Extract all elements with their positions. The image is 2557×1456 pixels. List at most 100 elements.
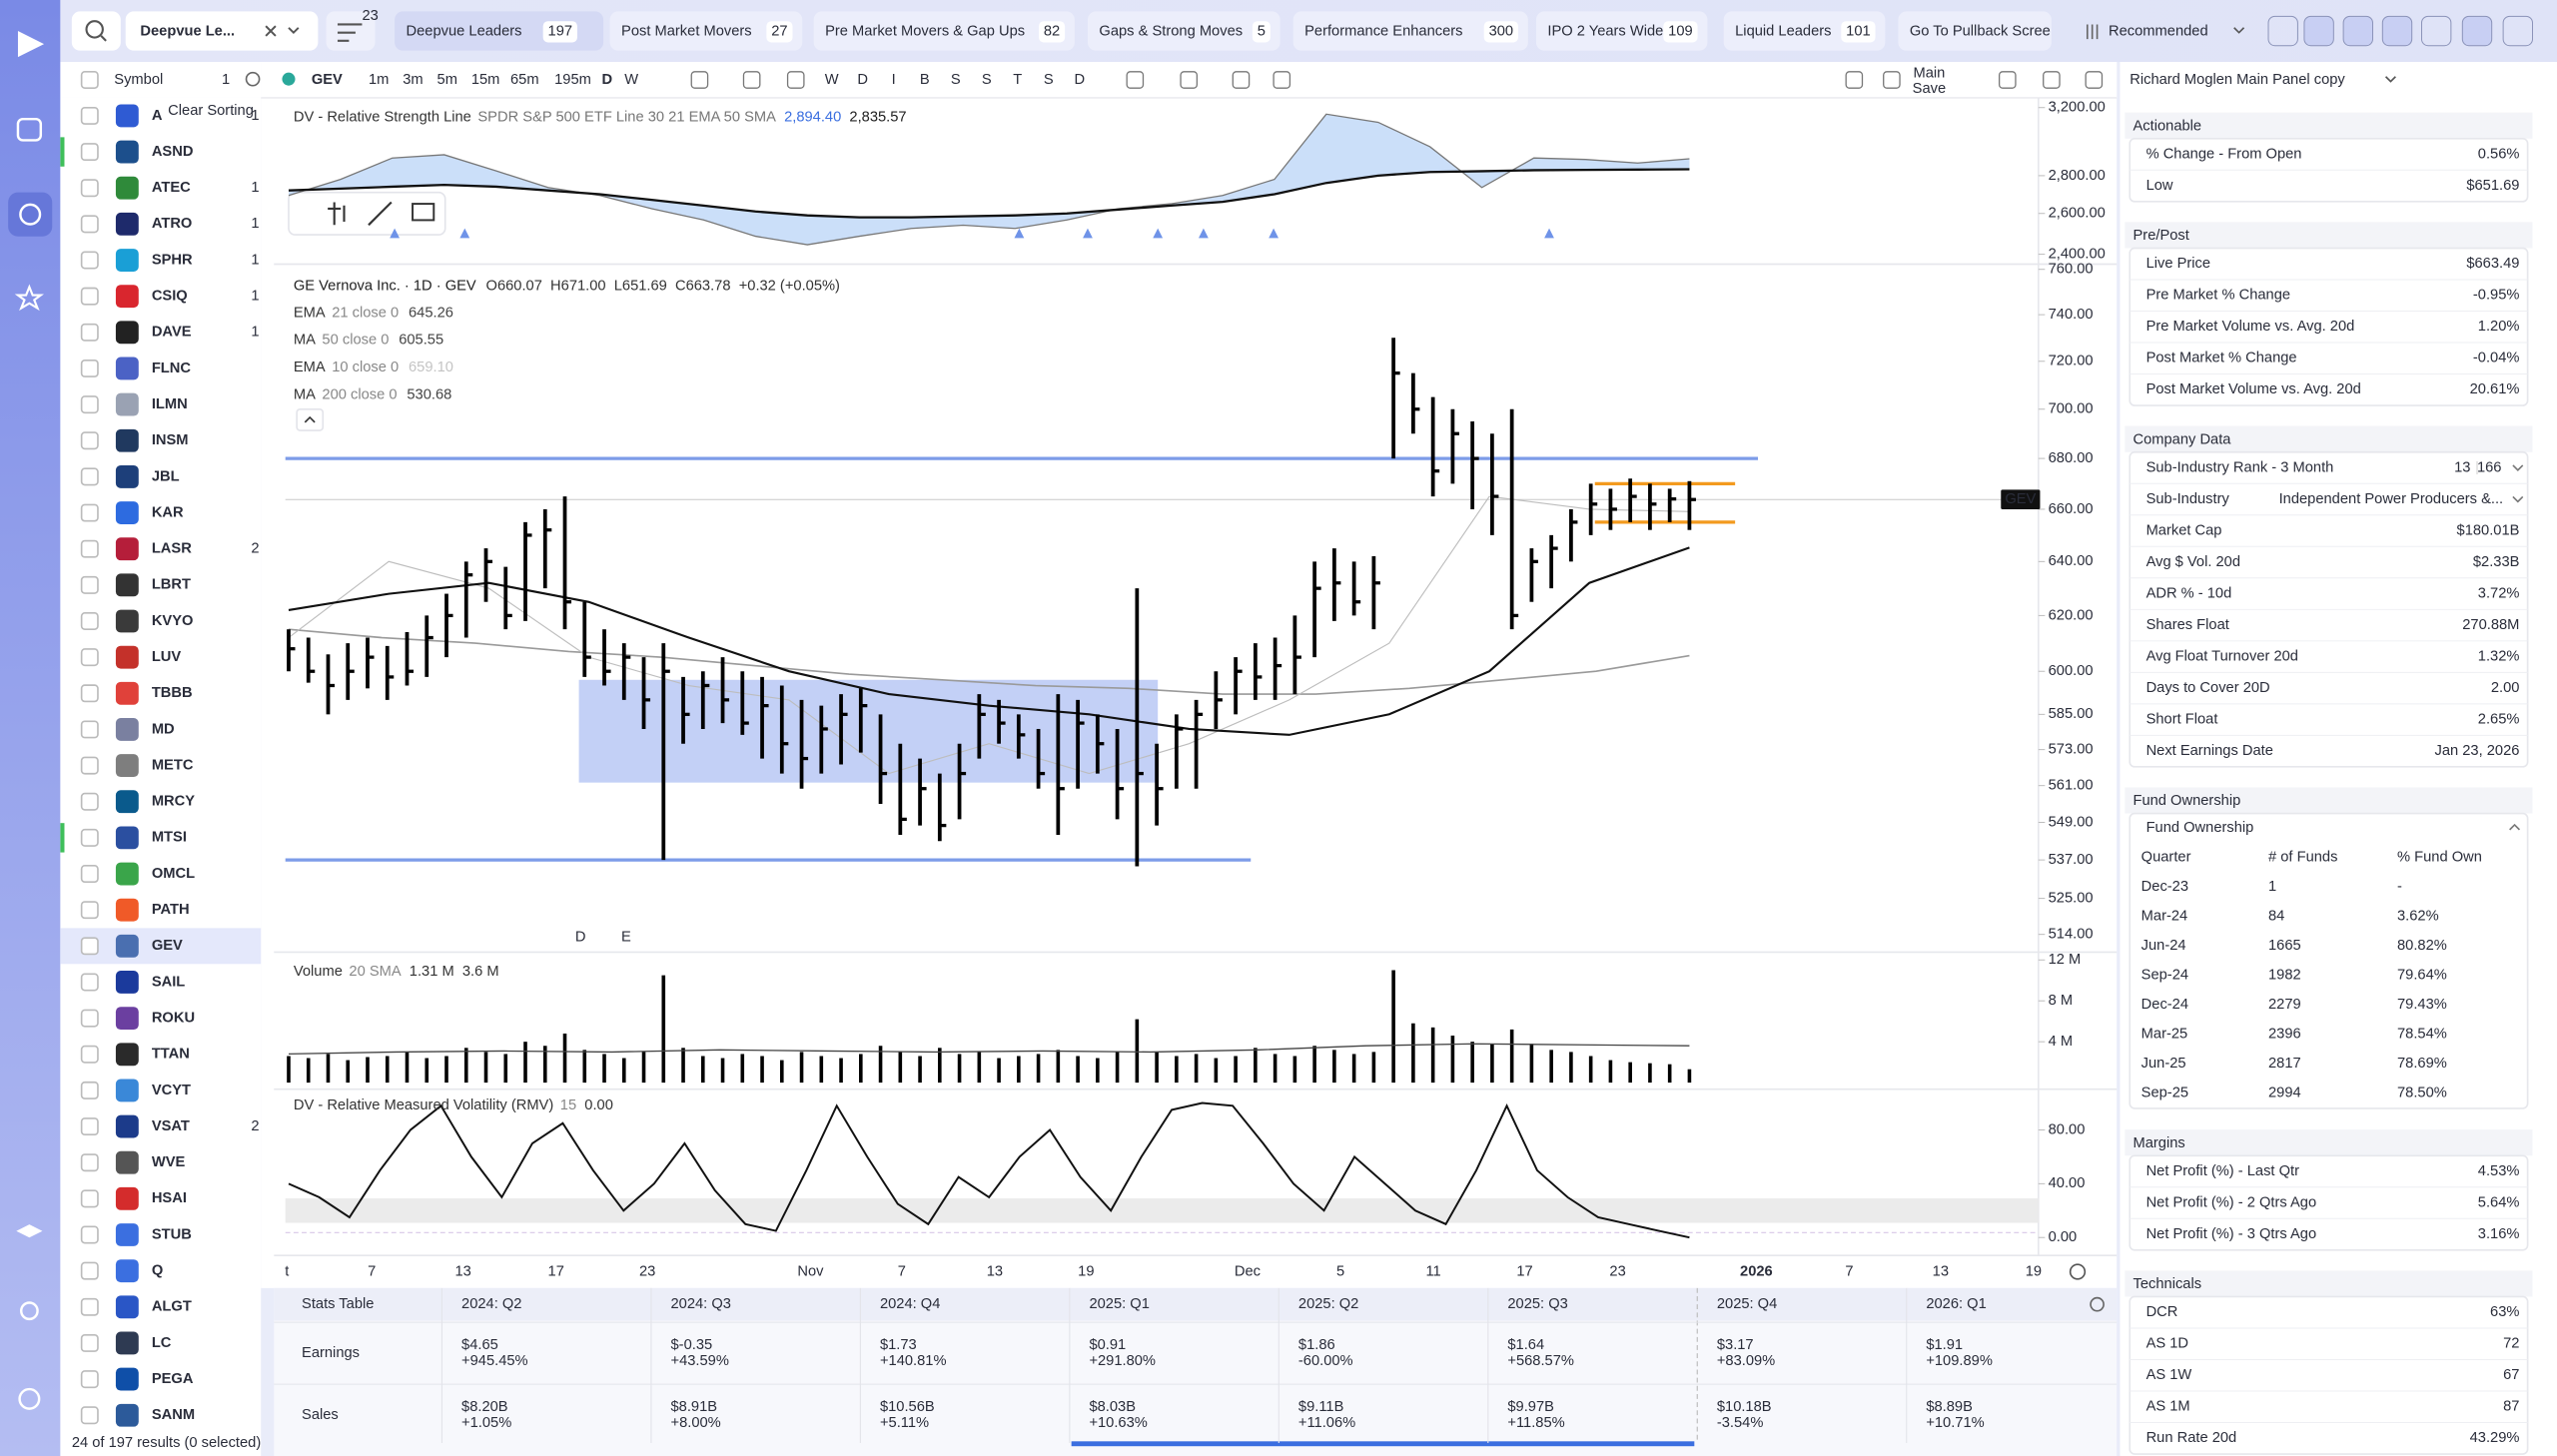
toolbar-icon[interactable] [1883, 71, 1901, 89]
toolbar-icon[interactable] [2461, 15, 2493, 47]
checkbox[interactable] [80, 1333, 99, 1352]
ticker[interactable]: LASR [152, 541, 192, 557]
toolbar-toggle[interactable]: T [1013, 72, 1022, 88]
ticker[interactable]: Q [152, 1263, 163, 1279]
checkbox[interactable] [80, 106, 99, 125]
ticker[interactable]: ILMN [152, 396, 188, 412]
checkbox[interactable] [80, 251, 99, 270]
axis-settings[interactable] [2060, 1256, 2096, 1287]
checkbox[interactable] [80, 1045, 99, 1064]
toolbar-icon[interactable] [690, 71, 709, 89]
checkbox[interactable] [80, 1370, 99, 1389]
tool-icon[interactable] [328, 202, 346, 226]
checkbox[interactable] [80, 901, 99, 920]
timeframe[interactable]: 65m [510, 72, 539, 88]
toolbar-icon[interactable] [2381, 15, 2413, 47]
ticker[interactable]: A [152, 108, 163, 124]
list-dropdown[interactable] [125, 11, 319, 51]
toolbar-icon[interactable] [2043, 71, 2061, 89]
timeframe[interactable]: D [601, 72, 612, 88]
ticker[interactable]: LUV [152, 649, 182, 665]
toolbar-toggle[interactable]: I [892, 72, 896, 88]
checkbox[interactable] [80, 179, 99, 198]
toolbar-toggle[interactable]: D [857, 72, 868, 88]
ticker[interactable]: PEGA [152, 1371, 194, 1387]
toolbar-icon[interactable] [2342, 15, 2374, 47]
ticker[interactable]: DAVE [152, 325, 192, 341]
toolbar-icon[interactable] [2303, 15, 2334, 47]
checkbox[interactable] [80, 1406, 99, 1425]
toolbar-icon[interactable] [1180, 71, 1199, 89]
ticker[interactable]: KVYO [152, 613, 194, 629]
checkbox[interactable] [80, 143, 99, 162]
ticker[interactable]: SANM [152, 1407, 195, 1423]
nav-charts[interactable] [19, 203, 42, 226]
timeframe[interactable]: W [624, 72, 638, 88]
checkbox[interactable] [80, 287, 99, 306]
ticker[interactable]: LBRT [152, 577, 191, 593]
ticker[interactable]: MTSI [152, 830, 187, 846]
toolbar-icon[interactable] [2421, 15, 2452, 47]
ticker[interactable]: OMCL [152, 866, 195, 882]
checkbox[interactable] [80, 503, 99, 522]
tab[interactable] [813, 11, 1075, 51]
ticker[interactable]: LC [152, 1335, 172, 1351]
ticker[interactable]: KAR [152, 504, 184, 520]
toolbar-toggle[interactable]: S [951, 72, 961, 88]
timeframe[interactable]: 3m [403, 72, 423, 88]
timeframe[interactable]: 15m [471, 72, 500, 88]
checkbox[interactable] [80, 539, 99, 558]
ticker[interactable]: PATH [152, 902, 190, 918]
checkbox[interactable] [80, 1261, 99, 1280]
checkbox[interactable] [80, 1081, 99, 1099]
checkbox[interactable] [80, 937, 99, 956]
checkbox[interactable] [80, 756, 99, 775]
timeframe[interactable]: 1m [369, 72, 389, 88]
nav-help[interactable] [18, 1387, 41, 1410]
ticker[interactable]: ATRO [152, 216, 193, 232]
clear-icon[interactable] [265, 25, 277, 37]
checkbox[interactable] [80, 215, 99, 234]
ticker[interactable]: ROKU [152, 1010, 195, 1026]
toolbar-icon[interactable] [2267, 15, 2298, 47]
toolbar-icon[interactable] [2502, 15, 2534, 47]
toolbar-toggle[interactable]: S [982, 72, 992, 88]
checkbox[interactable] [80, 467, 99, 486]
nav-account[interactable] [20, 1301, 39, 1321]
checkbox[interactable] [80, 865, 99, 884]
ticker[interactable]: ALGT [152, 1299, 192, 1315]
ticker[interactable]: GEV [152, 938, 183, 954]
checkbox[interactable] [80, 792, 99, 811]
checkbox[interactable] [80, 684, 99, 703]
checkbox[interactable] [80, 395, 99, 414]
tab[interactable] [1535, 11, 1708, 51]
checkbox[interactable] [80, 1009, 99, 1028]
ticker[interactable]: METC [152, 757, 194, 773]
toolbar-icon[interactable] [2085, 71, 2104, 89]
ticker[interactable]: STUB [152, 1226, 192, 1242]
checkbox[interactable] [80, 1153, 99, 1172]
toolbar-icon[interactable] [1998, 71, 2017, 89]
ticker[interactable]: VCYT [152, 1083, 191, 1098]
search-button[interactable] [71, 11, 121, 51]
tool-icon[interactable] [412, 203, 435, 222]
checkbox[interactable] [80, 720, 99, 739]
toolbar-toggle[interactable]: S [1044, 72, 1054, 88]
ticker[interactable]: TTAN [152, 1047, 190, 1063]
ticker[interactable]: VSAT [152, 1118, 190, 1134]
ticker[interactable]: JBL [152, 468, 180, 484]
nav-favorites[interactable] [14, 284, 44, 312]
tab[interactable] [1292, 11, 1528, 51]
toolbar-toggle[interactable]: B [920, 72, 930, 88]
tab[interactable] [1898, 11, 2052, 51]
ticker[interactable]: WVE [152, 1154, 186, 1170]
toolbar-icon[interactable] [1126, 71, 1145, 89]
checkbox[interactable] [80, 973, 99, 992]
logo[interactable] [17, 31, 45, 58]
checkbox[interactable] [80, 359, 99, 377]
settings-icon[interactable] [245, 71, 261, 87]
toolbar-icon[interactable] [1273, 71, 1291, 89]
checkbox[interactable] [80, 1189, 99, 1208]
ticker[interactable]: FLNC [152, 361, 192, 376]
ticker[interactable]: MD [152, 721, 175, 737]
